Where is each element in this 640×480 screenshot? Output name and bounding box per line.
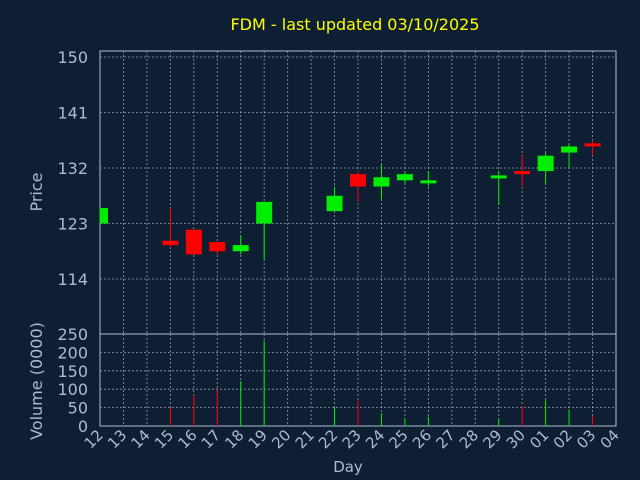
price-axis-label: Price — [27, 172, 46, 211]
candle-body — [514, 171, 531, 175]
volume-tick-label: 100 — [57, 380, 88, 399]
volume-tick-label: 150 — [57, 362, 88, 381]
candle-body — [256, 201, 273, 224]
price-tick-label: 123 — [57, 215, 88, 234]
price-tick-label: 132 — [57, 159, 88, 178]
candle-body — [561, 146, 578, 153]
price-tick-label: 150 — [57, 48, 88, 67]
x-axis-label: Day — [333, 458, 363, 476]
candle-body — [209, 242, 226, 252]
candle-body — [537, 155, 554, 172]
candle-body — [162, 240, 179, 246]
volume-tick-label: 250 — [57, 325, 88, 344]
candle-body — [100, 208, 108, 224]
volume-tick-label: 50 — [68, 399, 88, 418]
candle-body — [350, 174, 366, 187]
candle-body — [232, 245, 249, 252]
x-axis: 1213141516171819202122232425262728293001… — [81, 426, 623, 452]
candle-body — [490, 175, 507, 179]
volume-axis-label: Volume (0000) — [27, 322, 46, 440]
price-tick-label: 114 — [57, 270, 88, 289]
candle-body — [373, 177, 390, 187]
volume-tick-label: 0 — [78, 417, 88, 436]
chart-title: FDM - last updated 03/10/2025 — [230, 15, 479, 34]
candle-body — [420, 180, 437, 184]
price-tick-label: 141 — [57, 104, 88, 123]
candle-body — [185, 229, 202, 255]
candle-body — [326, 195, 343, 212]
candle-body — [584, 143, 601, 147]
candle-body — [396, 174, 413, 181]
volume-tick-label: 200 — [57, 343, 88, 362]
price-panel: 114 123 132 141 150 — [57, 48, 617, 335]
